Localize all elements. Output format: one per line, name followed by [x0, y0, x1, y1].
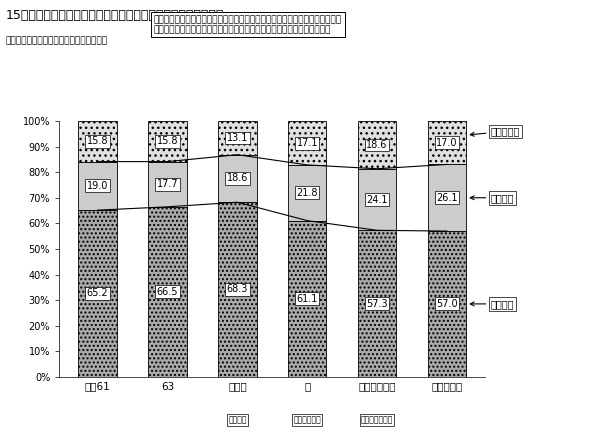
Bar — [218, 121, 256, 155]
Bar — [148, 162, 186, 207]
Bar — [78, 210, 117, 377]
Text: 資産課税等: 資産課税等 — [470, 126, 520, 136]
Text: 57.0: 57.0 — [436, 299, 458, 309]
Text: 15.8: 15.8 — [87, 136, 108, 146]
Bar — [358, 169, 397, 230]
Text: 17.1: 17.1 — [297, 138, 318, 148]
Text: （資産性所得分を所得課税に含めた場合）: （資産性所得分を所得課税に含めた場合） — [6, 37, 108, 46]
Text: 24.1: 24.1 — [366, 194, 388, 204]
Bar — [288, 221, 326, 377]
Bar — [428, 165, 466, 231]
Text: 17.0: 17.0 — [436, 138, 458, 148]
Text: 抜本改革: 抜本改革 — [228, 416, 247, 425]
Bar — [148, 121, 186, 162]
Bar — [148, 207, 186, 377]
Bar — [288, 165, 326, 221]
Text: 65.2: 65.2 — [87, 288, 108, 298]
Text: 26.1: 26.1 — [436, 193, 458, 203]
Text: 68.3: 68.3 — [227, 284, 248, 294]
Text: 所得課税: 所得課税 — [470, 299, 514, 309]
Bar — [78, 162, 117, 210]
Text: 17.7: 17.7 — [157, 179, 178, 189]
Bar — [218, 155, 256, 202]
Text: 土地税制改革: 土地税制改革 — [294, 416, 321, 425]
Bar — [218, 202, 256, 377]
Text: 15．所得・消費・資産等の税収構成比の推移（国税＋地方税）: 15．所得・消費・資産等の税収構成比の推移（国税＋地方税） — [6, 9, 224, 22]
Text: 66.5: 66.5 — [157, 287, 178, 297]
Bar — [428, 121, 466, 165]
Bar — [428, 231, 466, 377]
Text: 先般の税制改革: 先般の税制改革 — [361, 416, 393, 425]
Text: 61.1: 61.1 — [297, 294, 318, 304]
Text: 18.6: 18.6 — [366, 140, 388, 150]
Bar — [358, 230, 397, 377]
Bar — [358, 121, 397, 169]
Text: 個人所得課税の軽減や消費税の導入・充実により、わが国の税体系は、所得課
税を税制の中心に据えつつ消費課税にウェイトをやや移してきています。: 個人所得課税の軽減や消費税の導入・充実により、わが国の税体系は、所得課 税を税制… — [154, 15, 342, 35]
Text: 57.3: 57.3 — [366, 298, 388, 309]
Text: 19.0: 19.0 — [87, 181, 108, 191]
Text: 18.6: 18.6 — [227, 174, 248, 184]
Text: 21.8: 21.8 — [297, 188, 318, 198]
Bar — [288, 121, 326, 165]
Text: 消費課税: 消費課税 — [470, 193, 514, 203]
Bar — [78, 121, 117, 162]
Text: 13.1: 13.1 — [227, 133, 248, 143]
Text: 15.8: 15.8 — [157, 136, 178, 146]
